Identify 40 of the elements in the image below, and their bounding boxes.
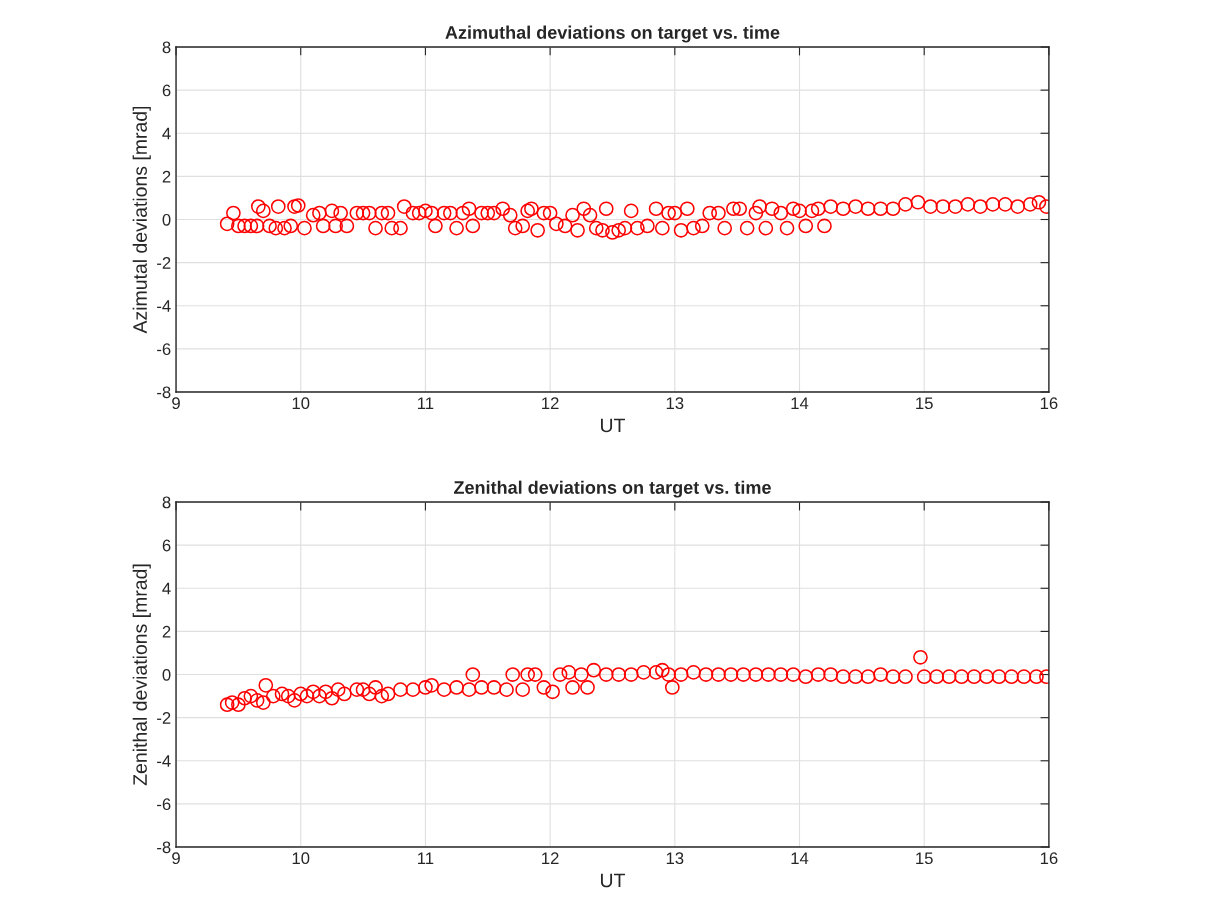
- x-tick-label: 11: [418, 852, 434, 864]
- y-tick-label: 6: [162, 84, 171, 97]
- x-tick-label: 16: [1040, 397, 1058, 410]
- y-tick-label: 0: [162, 668, 171, 681]
- x-tick-label: 10: [292, 852, 310, 865]
- chart-title: Azimuthal deviations on target vs. time: [445, 25, 780, 43]
- y-tick-label: -6: [157, 343, 171, 356]
- x-tick-label: 15: [916, 852, 933, 865]
- x-tick-label: 12: [542, 852, 559, 864]
- x-tick-label: 9: [172, 852, 180, 865]
- x-tick-label: 14: [791, 852, 809, 864]
- y-tick-label: -4: [157, 755, 171, 767]
- x-tick-label: 13: [666, 397, 684, 410]
- x-tick-label: 10: [292, 397, 310, 410]
- y-tick-label: 8: [162, 496, 171, 509]
- y-tick-label: 6: [162, 539, 171, 552]
- x-tick-label: 14: [791, 397, 809, 409]
- y-tick-label: 2: [162, 625, 171, 638]
- y-tick-label: 4: [162, 127, 171, 140]
- y-tick-label: 4: [162, 582, 171, 595]
- y-tick-label: -2: [157, 712, 171, 724]
- x-tick-label: 12: [542, 397, 559, 409]
- chart-title: Zenithal deviations on target vs. time: [453, 480, 771, 498]
- y-axis-title: Azimutal deviations [mrad]: [132, 106, 151, 334]
- x-tick-label: 11: [418, 397, 434, 409]
- x-tick-label: 15: [916, 397, 933, 410]
- y-tick-label: -6: [157, 798, 171, 811]
- y-tick-label: 0: [162, 213, 171, 226]
- y-axis-title: Zenithal deviations [mrad]: [132, 564, 151, 786]
- x-tick-label: 9: [172, 397, 180, 410]
- y-tick-label: -2: [157, 257, 171, 269]
- x-tick-label: 13: [666, 852, 684, 865]
- y-tick-label: 2: [162, 170, 171, 183]
- y-tick-label: -4: [157, 300, 171, 312]
- x-tick-label: 16: [1040, 852, 1058, 865]
- x-axis-title: UT: [601, 418, 625, 433]
- x-axis-title: UT: [601, 873, 625, 888]
- y-tick-label: -8: [157, 841, 171, 854]
- y-tick-label: -8: [157, 386, 171, 399]
- y-tick-label: 8: [162, 41, 171, 54]
